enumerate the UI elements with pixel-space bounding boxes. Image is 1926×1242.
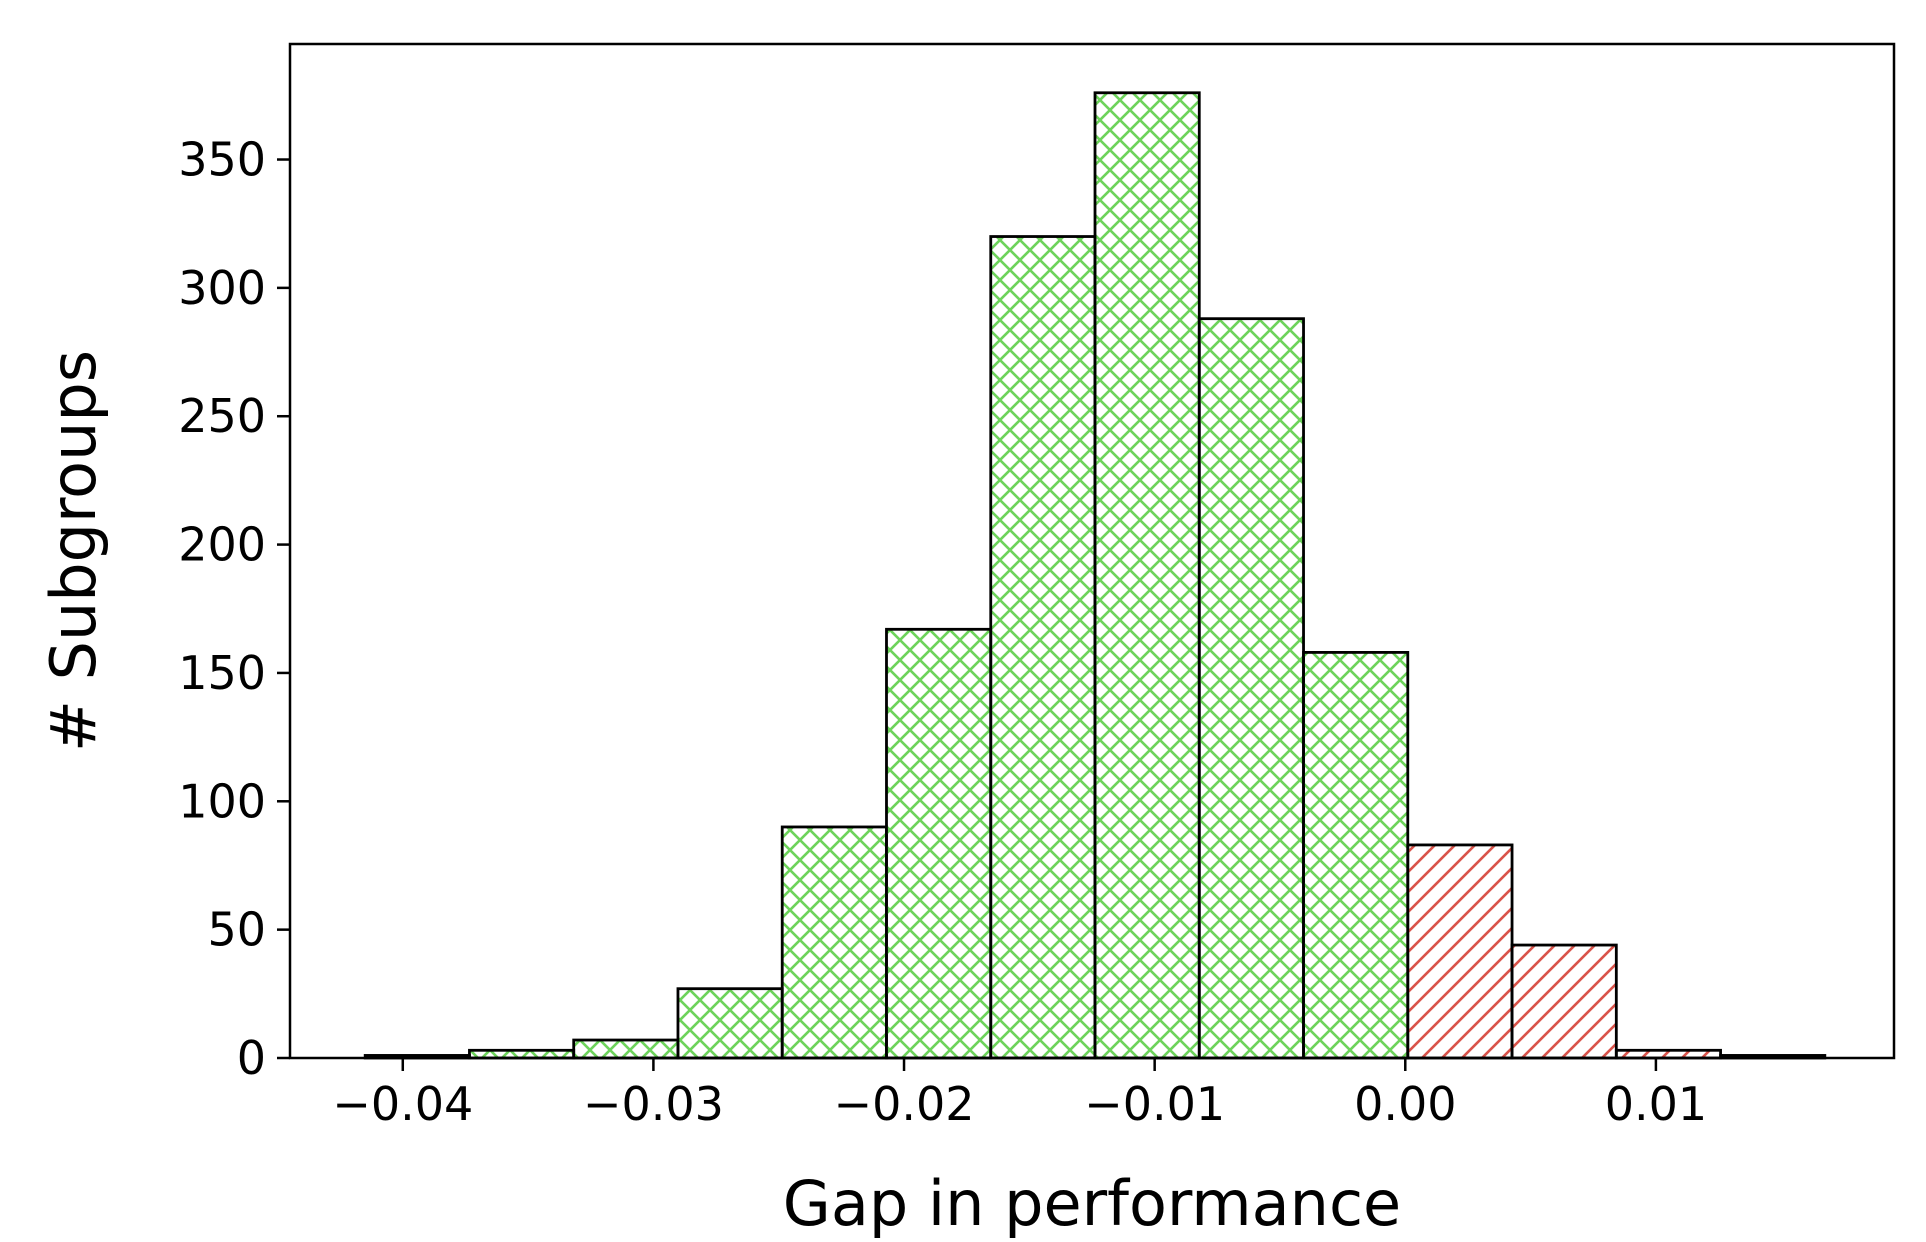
x-axis: −0.04 −0.03 −0.02 −0.01 0.00 0.01 (332, 1058, 1707, 1131)
bar-positive-gap-11 (1510, 943, 1618, 1060)
x-tick-label-0: −0.04 (332, 1077, 473, 1131)
bar-positive-gap-10 (1406, 843, 1514, 1060)
x-axis-title: Gap in performance (783, 1167, 1401, 1240)
bar-negative-gap-9 (1302, 651, 1410, 1060)
bar-negative-gap-8 (1197, 317, 1305, 1060)
y-tick-label-6: 300 (178, 261, 266, 315)
x-tick-label-5: 0.01 (1605, 1077, 1707, 1131)
x-tick-label-3: −0.01 (1084, 1077, 1225, 1131)
x-tick-label-2: −0.02 (834, 1077, 975, 1131)
bar-negative-gap-7 (1093, 91, 1201, 1060)
y-axis-title: # Subgroups (37, 350, 110, 752)
x-tick-label-4: 0.00 (1354, 1077, 1456, 1131)
bar-negative-gap-4 (780, 825, 888, 1060)
x-tick-label-1: −0.03 (583, 1077, 724, 1131)
y-tick-label-5: 250 (178, 389, 266, 443)
y-tick-label-4: 200 (178, 518, 266, 572)
y-tick-label-0: 0 (237, 1031, 266, 1085)
bar-negative-gap-6 (989, 235, 1097, 1060)
bar-negative-gap-2 (572, 1038, 680, 1060)
plot-frame (288, 42, 1896, 1060)
y-tick-label-3: 150 (178, 646, 266, 700)
bars-group (363, 91, 1827, 1060)
bar-negative-gap-3 (676, 987, 784, 1060)
y-tick-label-2: 100 (178, 774, 266, 828)
y-tick-label-7: 350 (178, 133, 266, 187)
bar-negative-gap-5 (885, 627, 993, 1060)
y-tick-label-1: 50 (207, 903, 266, 957)
y-axis: 0 50 100 150 200 250 300 350 (178, 133, 290, 1085)
